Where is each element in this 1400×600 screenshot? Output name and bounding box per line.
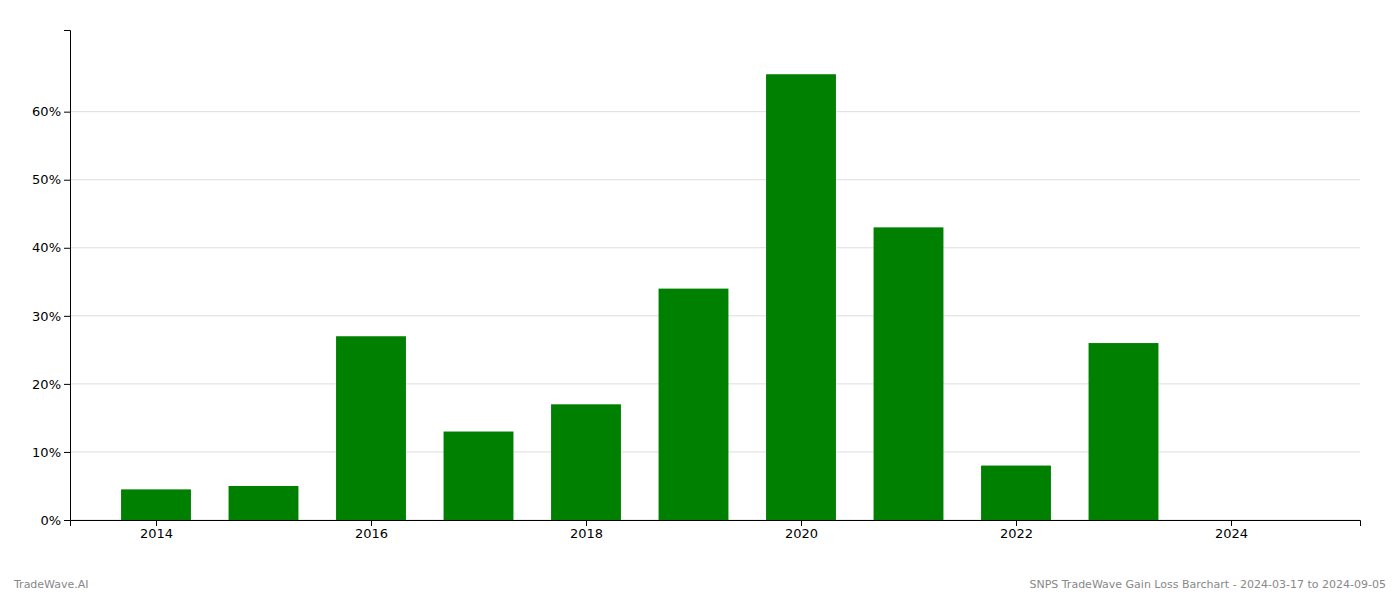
bars: [121, 74, 1158, 520]
chart-container: 2014 2016 2018 2020 2022 2024 0% 10% 20% 30% 40% 50…: [0, 0, 1400, 600]
y-tick-label: 0%: [40, 513, 61, 528]
x-tick: 2024: [1215, 520, 1248, 541]
y-tick-mark: [64, 180, 70, 181]
y-tick-mark: [64, 316, 70, 317]
x-tick-mark: [1231, 520, 1232, 526]
x-axis: 2014 2016 2018 2020 2022 2024: [71, 520, 1361, 541]
x-tick: 2020: [785, 520, 818, 541]
bar: [551, 404, 621, 520]
y-tick-label: 60%: [32, 104, 61, 119]
y-tick-label: 40%: [32, 240, 61, 255]
x-tick-mark: [371, 520, 372, 526]
grid-line: [70, 179, 1360, 180]
grid: [70, 112, 1360, 520]
x-axis-line: [71, 521, 1361, 527]
y-tick: 20%: [32, 377, 70, 392]
grid-line: [70, 247, 1360, 248]
y-tick: 60%: [32, 104, 70, 119]
y-tick-label: 20%: [32, 377, 61, 392]
y-tick: 10%: [32, 445, 70, 460]
y-tick-label: 30%: [32, 308, 61, 323]
y-tick: 40%: [32, 240, 70, 255]
bar: [1089, 343, 1159, 520]
y-tick-mark: [64, 112, 70, 113]
y-tick-mark: [64, 520, 70, 521]
y-axis: 0% 10% 20% 30% 40% 50% 60%: [32, 31, 70, 528]
chart-svg: 2014 2016 2018 2020 2022 2024 0% 10% 20% 30% 40% 50…: [0, 0, 1400, 600]
bar: [336, 336, 406, 520]
x-tick-label: 2018: [570, 526, 603, 541]
x-tick-mark: [801, 520, 802, 526]
y-tick-label: 50%: [32, 172, 61, 187]
x-tick-mark: [156, 520, 157, 526]
footer-text: TradeWave.AI: [13, 578, 89, 591]
plot: 2014 2016 2018 2020 2022 2024 0% 10% 20% 30% 40% 50…: [32, 31, 1360, 542]
y-tick-label: 10%: [32, 445, 61, 460]
x-tick-label: 2022: [1000, 526, 1033, 541]
y-tick-mark: [64, 384, 70, 385]
bar: [659, 289, 729, 520]
x-tick-label: 2016: [355, 526, 388, 541]
bar: [121, 489, 191, 520]
x-tick: 2014: [140, 520, 173, 541]
x-tick: 2016: [355, 520, 388, 541]
bar: [229, 486, 299, 520]
bar: [981, 466, 1051, 520]
y-tick: 30%: [32, 308, 70, 323]
y-tick: 50%: [32, 172, 70, 187]
x-tick-label: 2024: [1215, 526, 1248, 541]
y-tick: 0%: [40, 513, 70, 528]
footer-text: SNPS TradeWave Gain Loss Barchart - 2024…: [1029, 578, 1386, 591]
bar: [874, 227, 944, 520]
x-tick-mark: [1016, 520, 1017, 526]
grid-line: [70, 111, 1360, 112]
bar: [766, 74, 836, 520]
x-tick-label: 2014: [140, 526, 173, 541]
bar: [444, 432, 514, 520]
x-tick-mark: [586, 520, 587, 526]
x-tick: 2022: [1000, 520, 1033, 541]
x-tick: 2018: [570, 520, 603, 541]
x-tick-label: 2020: [785, 526, 818, 541]
y-tick-mark: [64, 452, 70, 453]
y-tick-mark: [64, 248, 70, 249]
y-axis-line: [64, 31, 71, 521]
